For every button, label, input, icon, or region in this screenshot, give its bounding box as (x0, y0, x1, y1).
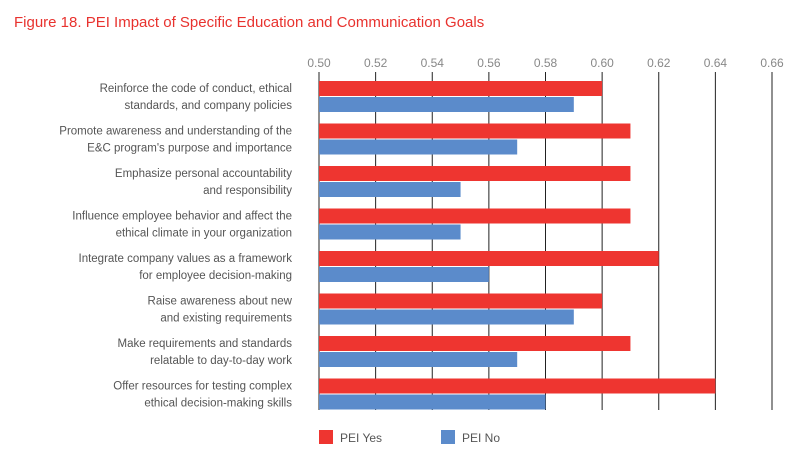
category-label: ethical climate in your organization (116, 228, 292, 240)
bar-pei-no (319, 139, 518, 155)
bar-pei-yes (319, 123, 631, 139)
x-tick-label: 0.66 (760, 56, 784, 70)
legend-label: PEI Yes (340, 431, 382, 445)
category-label: Integrate company values as a framework (79, 253, 293, 265)
bar-pei-yes (319, 81, 603, 96)
bar-pei-yes (319, 336, 631, 351)
category-labels: Reinforce the code of conduct, ethical st… (59, 83, 292, 410)
x-tick-label: 0.54 (421, 56, 445, 70)
legend-swatch (319, 430, 333, 444)
category-label: and responsibility (203, 185, 292, 197)
category-label: Reinforce the code of conduct, ethical (100, 83, 292, 95)
category-label: and existing requirements (160, 313, 292, 325)
chart-title: Figure 18. PEI Impact of Specific Educat… (14, 14, 485, 31)
bar-pei-no (319, 97, 574, 112)
category-label: Emphasize personal accountability (115, 168, 292, 180)
category-label: Influence employee behavior and affect t… (72, 211, 292, 223)
bar-pei-yes (319, 208, 631, 224)
legend: PEI Yes PEI No (319, 430, 500, 445)
category-label: Raise awareness about new (148, 296, 293, 308)
bar-pei-no (319, 224, 461, 240)
category-label: standards, and company policies (125, 100, 293, 112)
x-tick-label: 0.60 (590, 56, 614, 70)
x-tick-label: 0.56 (477, 56, 501, 70)
bar-pei-no (319, 309, 574, 325)
legend-swatch (441, 430, 455, 444)
x-tick-labels: 0.50 0.52 0.54 0.56 0.58 0.60 0.62 0.64 0.66 (307, 56, 784, 70)
category-label: Promote awareness and understanding of t… (59, 126, 292, 138)
bar-pei-yes (319, 251, 659, 266)
bar-pei-yes (319, 166, 631, 181)
category-label: relatable to day-to-day work (150, 355, 292, 367)
category-label: E&C program's purpose and importance (87, 143, 292, 155)
x-tick-label: 0.50 (307, 56, 331, 70)
category-label: Make requirements and standards (117, 338, 292, 350)
x-tick-label: 0.64 (704, 56, 728, 70)
bars (319, 81, 716, 410)
bar-pei-yes (319, 293, 603, 309)
legend-label: PEI No (462, 431, 500, 445)
x-tick-label: 0.58 (534, 56, 558, 70)
bar-pei-yes (319, 378, 716, 394)
category-label: for employee decision-making (139, 270, 292, 282)
bar-pei-no (319, 182, 461, 197)
category-label: Offer resources for testing complex (113, 381, 292, 393)
category-label: ethical decision-making skills (144, 398, 292, 410)
bar-pei-no (319, 394, 546, 410)
x-tick-label: 0.52 (364, 56, 388, 70)
bar-pei-no (319, 352, 518, 367)
bar-pei-no (319, 267, 489, 282)
x-tick-label: 0.62 (647, 56, 671, 70)
